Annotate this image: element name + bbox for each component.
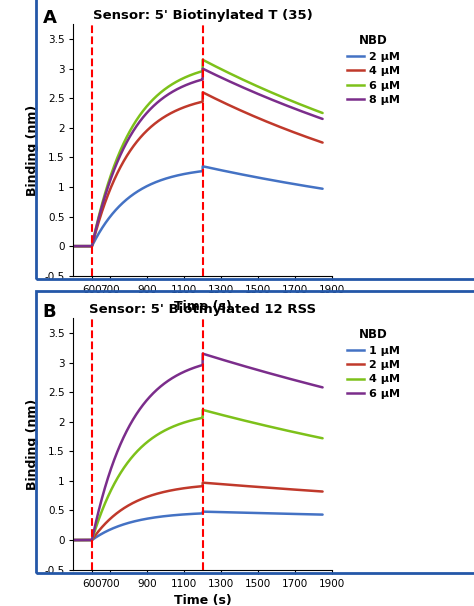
Legend: 2 μM, 4 μM, 6 μM, 8 μM: 2 μM, 4 μM, 6 μM, 8 μM [343,30,405,110]
Y-axis label: Binding (nm): Binding (nm) [26,398,39,490]
Text: A: A [43,9,56,27]
Title: Sensor: 5' Biotinylated T (35): Sensor: 5' Biotinylated T (35) [93,8,312,22]
Y-axis label: Binding (nm): Binding (nm) [26,104,39,196]
Title: Sensor: 5' Biotinylated 12 RSS: Sensor: 5' Biotinylated 12 RSS [89,302,316,316]
Legend: 1 μM, 2 μM, 4 μM, 6 μM: 1 μM, 2 μM, 4 μM, 6 μM [343,324,405,404]
X-axis label: Time (s): Time (s) [174,594,231,606]
X-axis label: Time (s): Time (s) [174,301,231,313]
Text: B: B [43,303,56,321]
